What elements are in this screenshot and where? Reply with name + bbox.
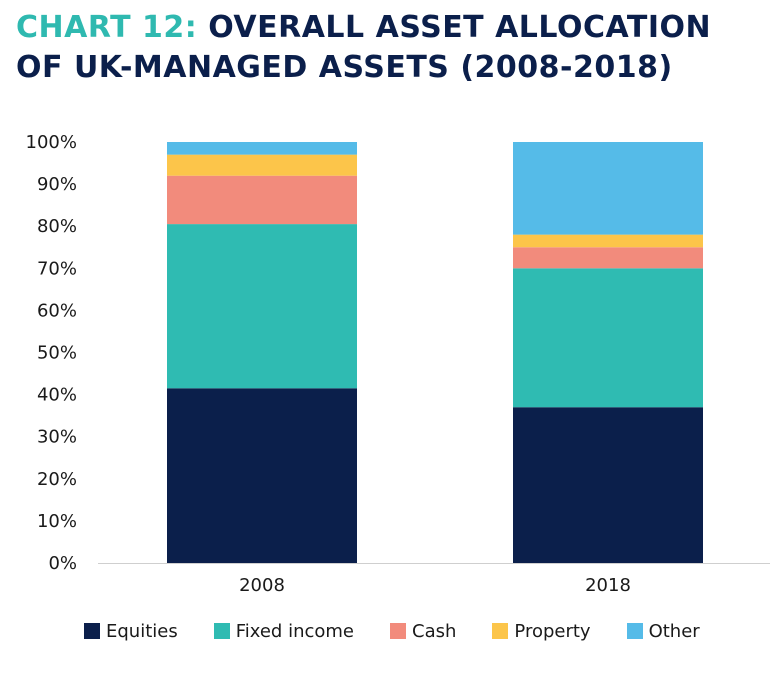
y-axis: 0% 10% 20% 30% 40% 50% 60% 70% 80% 90% 100% [26,132,77,574]
bar-segment-cash-2018 [513,247,703,269]
bars [167,142,703,563]
y-tick-label: 70% [37,258,77,279]
bar-segment-equities-2008 [167,388,357,563]
chart-title: CHART 12: OVERALL ASSET ALLOCATION OF UK… [16,8,756,88]
bar-segment-other-2008 [167,142,357,155]
y-tick-label: 10% [37,511,77,532]
legend-swatch [626,623,643,639]
legend-item-other: Other [626,620,700,642]
legend-item-cash: Cash [390,621,456,642]
bar-segment-fixed-income-2018 [513,268,703,408]
legend: Equities Fixed income Cash Property Other [84,617,764,645]
bar-segment-property-2018 [513,234,703,248]
legend-item-fixed-income: Fixed income [213,620,355,642]
legend-label: Cash [412,620,457,642]
x-category-label: 2018 [585,575,631,596]
chart-title-prefix: CHART 12: [16,10,198,45]
legend-label: Other [648,620,700,642]
legend-item-property: Property [492,620,591,642]
legend-item-equities: Equities [84,621,178,642]
bar-segment-fixed-income-2008 [167,224,357,389]
bar-segment-equities-2018 [513,407,703,563]
y-tick-label: 80% [37,216,77,237]
legend-label: Property [514,620,591,642]
legend-swatch [492,623,509,639]
bar-segment-property-2008 [167,154,357,176]
y-tick-label: 90% [37,174,77,195]
legend-label: Equities [106,620,178,642]
legend-swatch [390,623,407,639]
legend-swatch [84,623,100,639]
chart-title-main: OVERALL ASSET ALLOCATION OF UK-MANAGED A… [16,10,712,85]
stacked-bar-chart: 0%10%20%30%40%50%60%70%80%90%100% 2008 20… [26,132,770,596]
legend-label: Fixed income [235,620,355,642]
y-tick-label: 40% [37,385,77,406]
bar-segment-other-2018 [513,142,703,235]
x-axis: 2008 2018 [98,563,770,596]
y-tick-label: 60% [37,300,77,321]
y-tick-label: 50% [37,343,77,364]
y-tick-label: 100% [26,132,77,153]
y-tick-label: 30% [37,427,77,448]
y-tick-label: 20% [37,469,77,490]
bar-segment-cash-2008 [167,175,357,225]
legend-swatch [213,623,230,639]
x-category-label: 2008 [239,575,285,596]
y-tick-label: 0% [48,553,77,574]
